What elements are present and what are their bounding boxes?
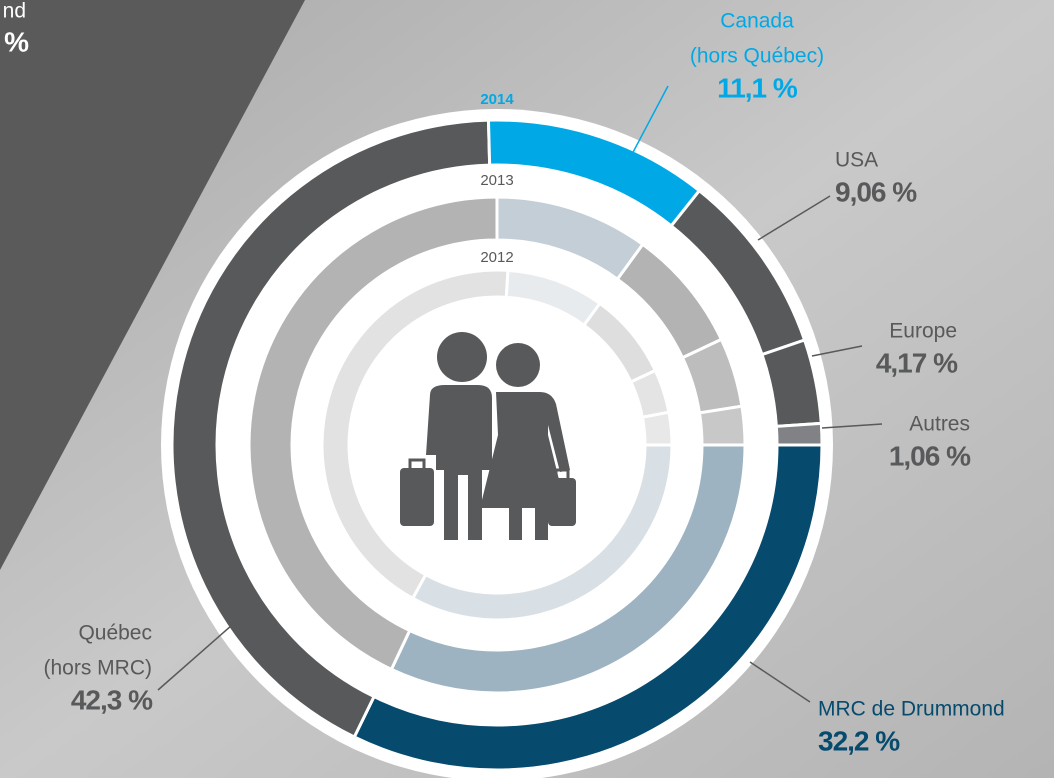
ring-year: 2013 xyxy=(480,172,513,189)
donut-segment xyxy=(774,421,824,447)
category-label: Europe xyxy=(889,320,957,343)
category-label: Québec xyxy=(78,622,152,645)
donut-segment xyxy=(640,410,674,447)
value-label: 42,3 % xyxy=(71,684,153,715)
category-label: Autres xyxy=(909,413,970,436)
value-label: 11,1 % xyxy=(717,72,798,103)
category-label: Canada xyxy=(720,10,794,33)
value-label: 1,06 % xyxy=(889,440,971,471)
category-label: USA xyxy=(835,149,878,172)
donut-segment xyxy=(247,195,499,672)
category-label: MRC de Drummond xyxy=(818,698,1005,721)
value-label: 4,17 % xyxy=(876,347,958,378)
rings xyxy=(170,118,824,772)
category-label: (hors MRC) xyxy=(44,657,153,680)
category-label: (hors Québec) xyxy=(690,45,824,68)
travellers-icon xyxy=(400,332,576,540)
side-value: % xyxy=(4,26,29,57)
side-panel xyxy=(0,0,305,570)
value-label: 9,06 % xyxy=(835,176,917,207)
ring-year: 2014 xyxy=(480,91,514,108)
leader-lines xyxy=(157,85,883,703)
donut-segment xyxy=(697,404,747,447)
value-label: 32,2 % xyxy=(818,725,900,756)
ring-year: 2012 xyxy=(480,249,513,266)
side-label: nd xyxy=(3,0,26,23)
